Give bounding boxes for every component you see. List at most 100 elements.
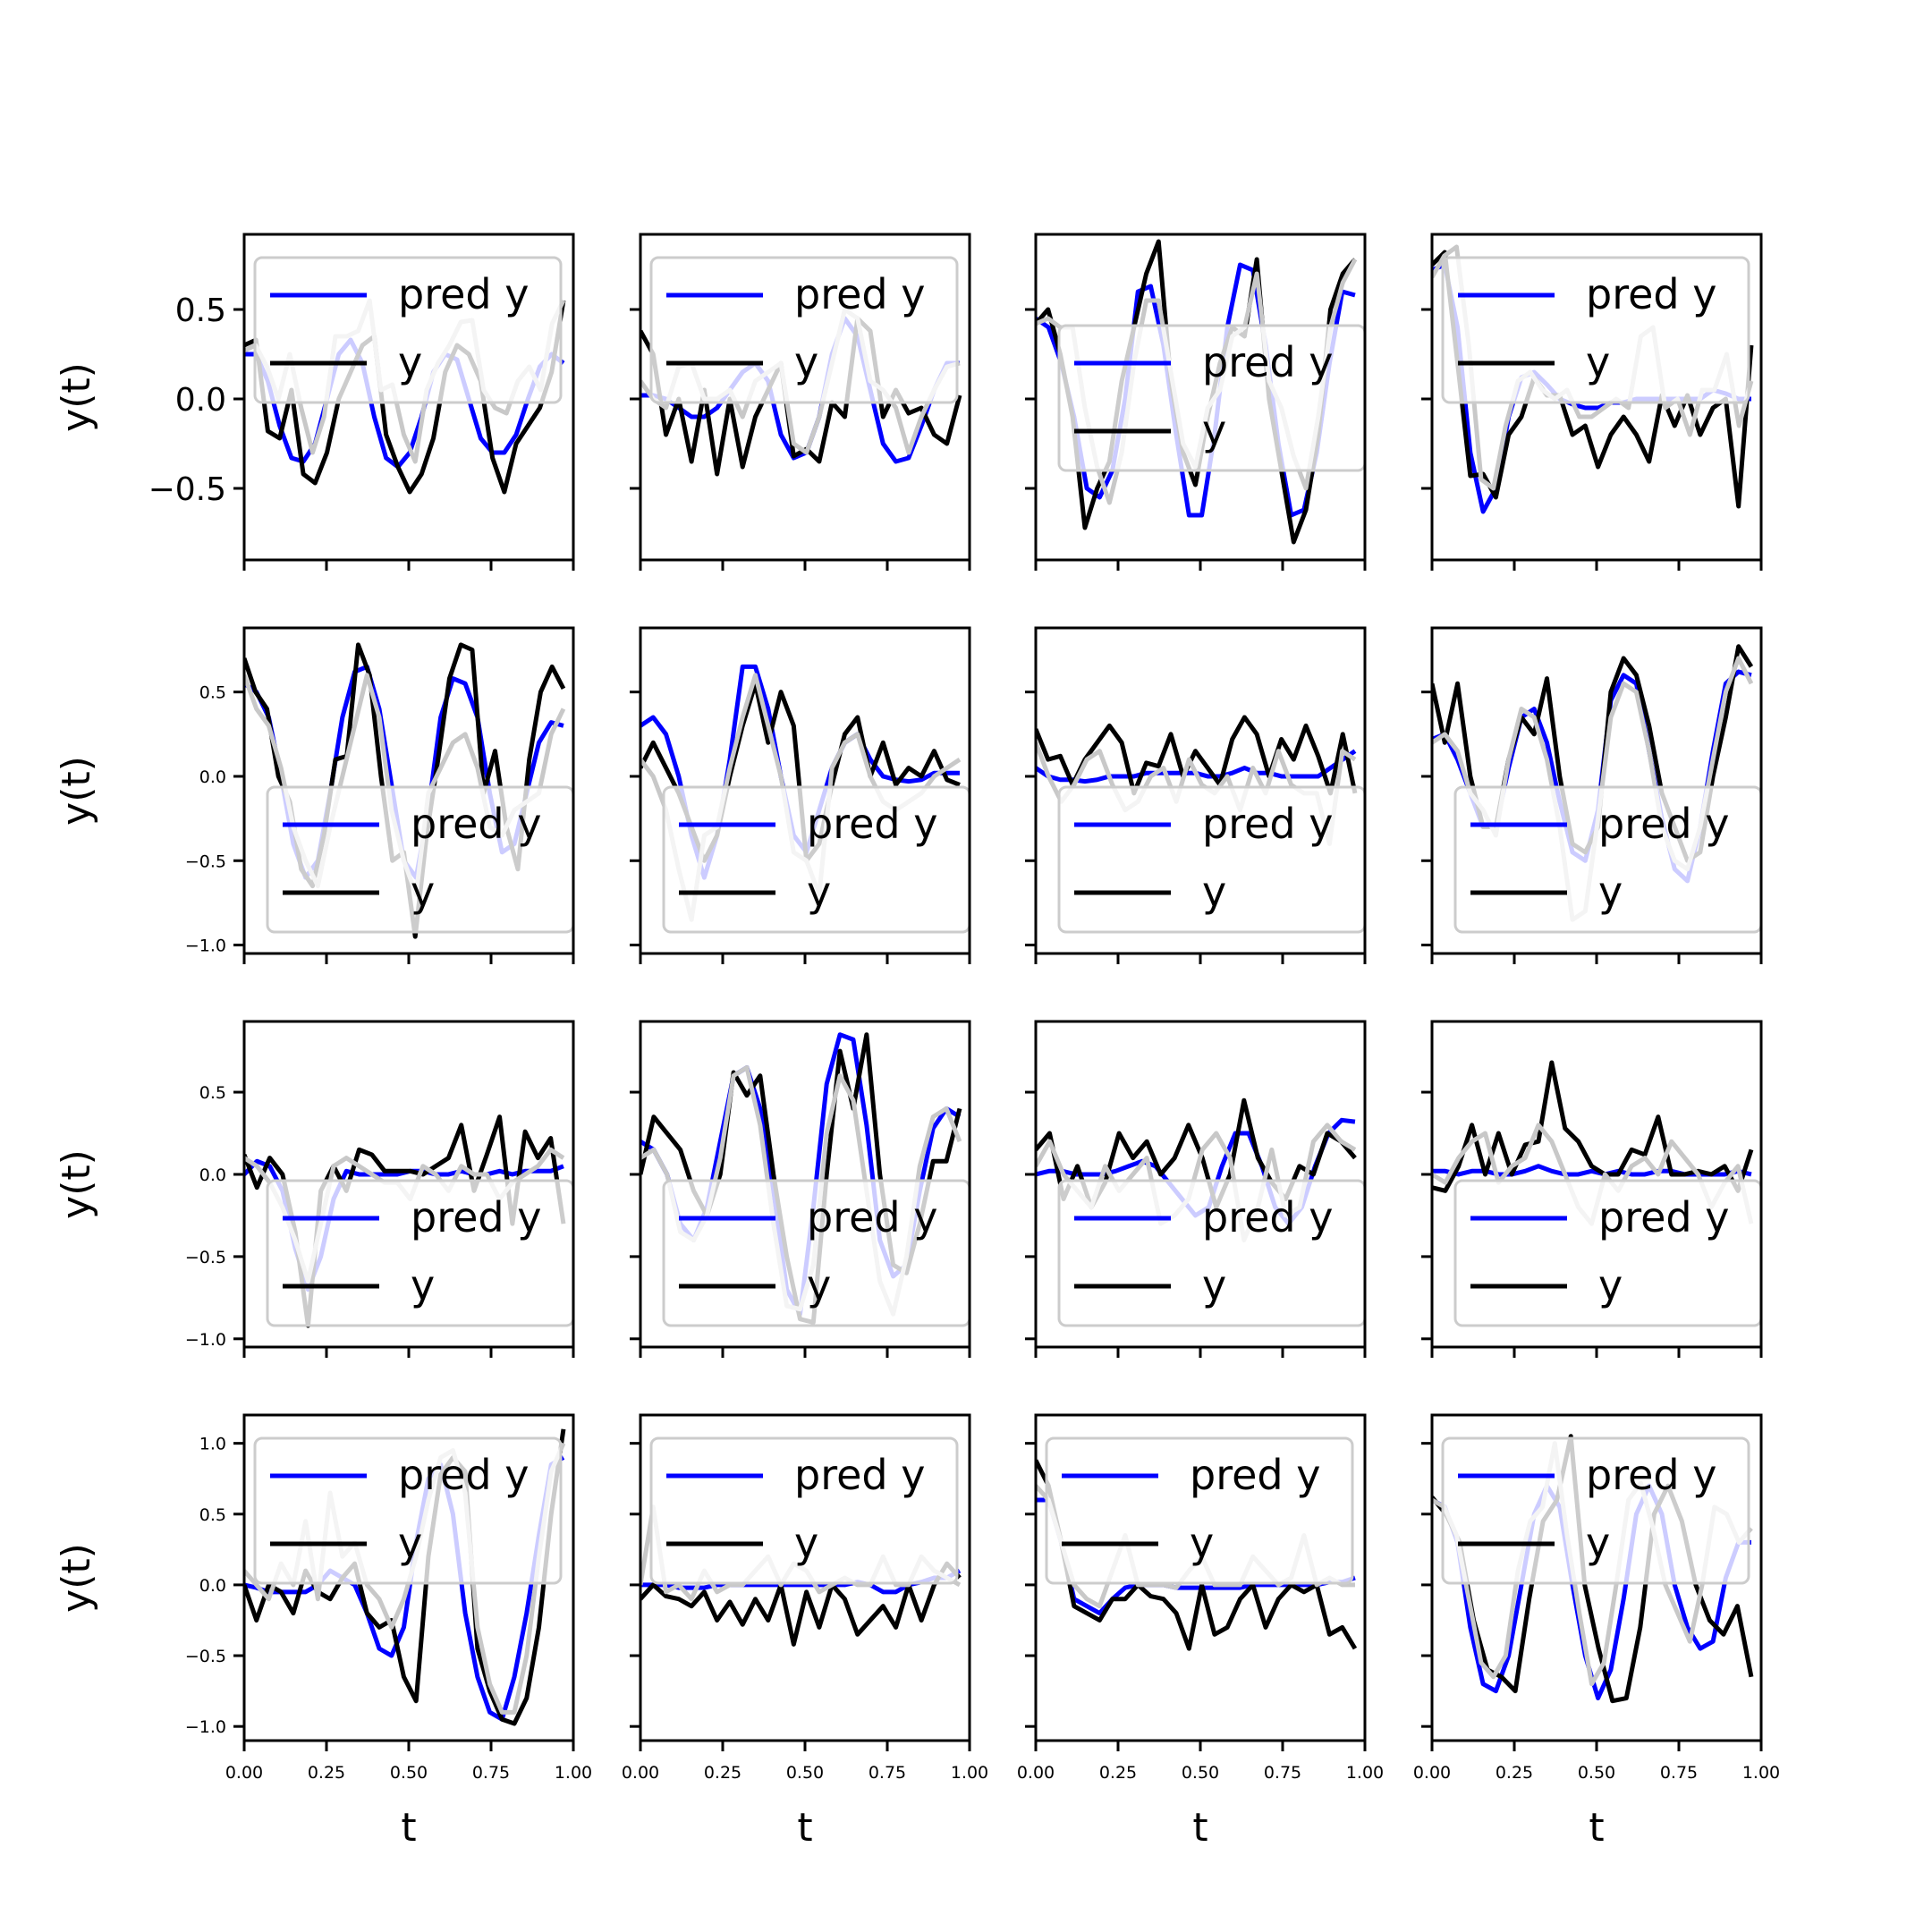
y-axis-label: y(t) (54, 362, 99, 432)
legend: pred y y (1441, 256, 1750, 404)
y-line (1432, 250, 1754, 509)
pred-line (244, 337, 565, 470)
subplot-1-3: pred y y (1025, 233, 1367, 571)
legend: pred y y (1057, 324, 1367, 472)
y-tick-label: −0.5 (148, 471, 226, 508)
legend-y-label: y (1586, 1519, 1610, 1567)
legend-y-label: y (1202, 406, 1226, 454)
x-tick-label: 0.75 (1264, 1763, 1301, 1783)
legend-y-label: y (411, 1261, 435, 1309)
legend: pred y y (662, 1179, 971, 1327)
legend: pred y y (1441, 1436, 1750, 1585)
y-tick-label: 0.5 (175, 292, 226, 329)
y-tick-label: −1.0 (185, 1717, 226, 1737)
x-axis-label: t (797, 1805, 812, 1851)
legend-pred-label: pred y (1190, 1451, 1320, 1499)
legend-y-label: y (398, 1519, 422, 1567)
y-tick-label: 0.0 (199, 767, 226, 787)
y-tick-label: 0.0 (175, 382, 226, 419)
subplot-3-4: pred y y (1421, 1020, 1763, 1358)
y-tick-label: −1.0 (185, 936, 226, 956)
observed-line (1432, 1441, 1753, 1687)
legend-y-label: y (807, 1261, 831, 1309)
pred-line (1036, 1497, 1356, 1616)
y-axis-label: y(t) (54, 1149, 99, 1219)
x-tick-label: 0.50 (1578, 1763, 1615, 1783)
y-line (640, 316, 962, 477)
subplot-4-3: pred y y 0.00 0.25 0.50 0.75 1.00 t (1017, 1413, 1384, 1851)
legend-pred-label: pred y (794, 270, 925, 318)
legend-pred-label: pred y (1586, 270, 1716, 318)
y-tick-label: 0.0 (199, 1576, 226, 1596)
legend-y-label: y (807, 868, 831, 916)
x-tick-label: 0.25 (1496, 1763, 1533, 1783)
x-axis-label: t (401, 1805, 416, 1851)
subplot-4-1: pred y y 1.0 0.5 0.0 −0.5 −1.0 0.00 0.25 0.50 0.75… (54, 1413, 592, 1851)
y-tick-label: 0.5 (199, 1505, 226, 1525)
x-tick-label: 0.00 (622, 1763, 659, 1783)
legend: pred y y (266, 785, 575, 934)
subplot-1-2: pred y y (630, 233, 971, 571)
x-tick-label: 0.50 (390, 1763, 428, 1783)
y-line (1432, 1434, 1754, 1704)
legend: pred y y (649, 1436, 959, 1585)
x-tick-label: 1.00 (1346, 1763, 1384, 1783)
subplot-2-4: pred y y (1421, 626, 1763, 964)
x-tick-label: 0.50 (786, 1763, 824, 1783)
legend-pred-label: pred y (1586, 1451, 1716, 1499)
y-tick-label: 0.0 (199, 1165, 226, 1185)
x-tick-label: 1.00 (951, 1763, 988, 1783)
legend: pred y y (1453, 1179, 1763, 1327)
x-tick-label: 0.00 (225, 1763, 263, 1783)
y-tick-label: 0.5 (199, 1083, 226, 1103)
pred-line (1036, 262, 1356, 518)
legend-y-label: y (1598, 1261, 1623, 1309)
legend: pred y y (649, 256, 959, 404)
legend-pred-label: pred y (411, 800, 541, 848)
x-tick-label: 1.00 (1742, 1763, 1780, 1783)
y-axis-label: y(t) (54, 1543, 99, 1613)
x-tick-label: 0.00 (1413, 1763, 1451, 1783)
y-line (1036, 1459, 1358, 1651)
legend-y-label: y (1586, 338, 1610, 386)
subplot-4-4: pred y y 0.00 0.25 0.50 0.75 1.00 t (1413, 1413, 1780, 1851)
subplot-2-2: pred y y (630, 626, 971, 964)
legend: pred y y (1045, 1436, 1354, 1585)
legend: pred y y (253, 1436, 563, 1585)
legend: pred y y (1453, 785, 1763, 934)
subplot-1-1: pred y y 0.5 0.0 −0.5 y(t) (54, 233, 575, 571)
legend-y-label: y (398, 338, 422, 386)
y-tick-label: −0.5 (185, 1647, 226, 1666)
legend-y-label: y (794, 338, 818, 386)
y-tick-label: −0.5 (185, 852, 226, 871)
legend-y-label: y (1202, 868, 1226, 916)
legend-y-label: y (1202, 1261, 1226, 1309)
x-tick-label: 0.75 (472, 1763, 510, 1783)
legend-pred-label: pred y (398, 270, 529, 318)
subplot-4-2: pred y y 0.00 0.25 0.50 0.75 1.00 t (622, 1413, 988, 1851)
x-axis-label: t (1192, 1805, 1208, 1851)
x-tick-label: 0.25 (308, 1763, 345, 1783)
legend-pred-label: pred y (1202, 800, 1333, 848)
legend-pred-label: pred y (807, 800, 937, 848)
y-tick-label: −0.5 (185, 1248, 226, 1267)
x-tick-label: 0.25 (704, 1763, 741, 1783)
y-line (1036, 715, 1358, 796)
legend: pred y y (662, 785, 971, 934)
y-line (1036, 239, 1357, 545)
subplot-1-4: pred y y (1421, 233, 1763, 571)
legend-y-label: y (411, 868, 435, 916)
x-tick-label: 0.50 (1182, 1763, 1219, 1783)
legend: pred y y (1057, 1179, 1367, 1327)
y-line (640, 1561, 962, 1647)
x-tick-label: 1.00 (555, 1763, 592, 1783)
legend-pred-label: pred y (1202, 338, 1333, 386)
x-tick-label: 0.75 (869, 1763, 906, 1783)
y-line (244, 1428, 566, 1726)
subplot-2-1: pred y y 0.5 0.0 −0.5 −1.0 y(t) (54, 626, 575, 964)
x-tick-label: 0.75 (1660, 1763, 1698, 1783)
y-line (244, 300, 566, 495)
y-tick-label: 0.5 (199, 683, 226, 703)
x-tick-label: 0.00 (1017, 1763, 1055, 1783)
legend-pred-label: pred y (1598, 1193, 1729, 1241)
